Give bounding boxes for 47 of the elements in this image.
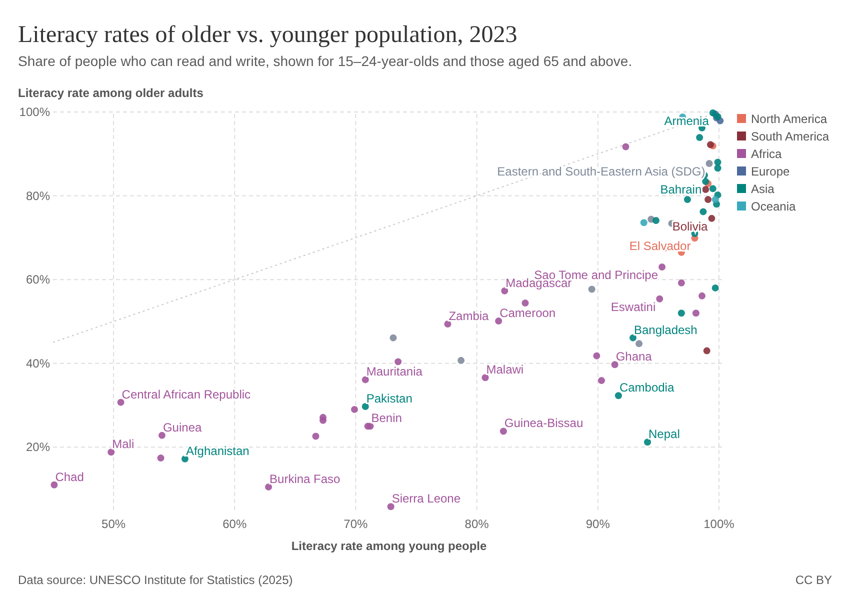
y-tick-label: 100% — [19, 105, 50, 119]
annotation: Mauritania — [366, 364, 423, 379]
annotation: Burkina Faso — [270, 472, 341, 486]
x-axis-title: Literacy rate among young people — [291, 539, 488, 553]
annotation: Bangladesh — [634, 322, 698, 337]
annotation: El Salvador — [629, 239, 691, 254]
legend-label: Oceania — [751, 200, 796, 214]
x-tick-label: 60% — [222, 517, 247, 531]
chart-title: Literacy rates of older vs. younger population, 2023 — [18, 22, 518, 48]
annotation: Eastern and South-Eastern Asia (SDG) — [497, 164, 706, 179]
y-tick-label: 20% — [26, 440, 50, 454]
x-tick-label: 70% — [344, 517, 368, 531]
y-tick-label: 40% — [26, 356, 50, 370]
x-tick-label: 50% — [102, 517, 126, 531]
x-tick-label: 100% — [704, 517, 735, 531]
annotation: Eswatini — [610, 300, 656, 314]
y-axis-title: Literacy rate among older adults — [18, 86, 204, 100]
annotation: Guinea — [162, 420, 202, 434]
annotation: Chad — [55, 470, 84, 484]
y-tick-label: 60% — [26, 272, 50, 287]
annotation: Benin — [371, 411, 402, 426]
annotation: Bahrain — [660, 182, 702, 197]
annotation: Afghanistan — [186, 444, 250, 458]
annotation: Cameroon — [500, 306, 556, 320]
source-note: Data source: UNESCO Institute for Statistics (2025) — [18, 573, 293, 587]
legend-label: South America — [751, 130, 830, 144]
x-tick-label: 80% — [464, 517, 490, 531]
legend-label: Africa — [751, 147, 782, 161]
chart-subtitle: Share of people who can read and write, shown for 15–24-year-olds and those aged 65 and above. — [18, 53, 632, 69]
x-tick-label: 90% — [586, 517, 610, 531]
annotation: Malawi — [486, 362, 524, 377]
annotation: Zambia — [448, 308, 490, 323]
text: CC BY — [795, 573, 832, 587]
annotation: Pakistan — [366, 392, 412, 406]
legend-label: Asia — [751, 182, 775, 196]
annotation: Mali — [112, 437, 134, 452]
y-tick-label: 80% — [26, 188, 50, 203]
legend-label: Europe — [751, 164, 790, 178]
annotation: Cambodia — [619, 380, 674, 395]
annotation: Armenia — [664, 114, 710, 128]
annotation: Guinea-Bissau — [504, 416, 584, 430]
annotation: Nepal — [648, 427, 680, 442]
annotation: Central African Republic — [122, 387, 251, 402]
annotation: Sierra Leone — [392, 492, 461, 506]
annotation: Bolivia — [672, 219, 708, 234]
legend-label: North America — [751, 112, 828, 126]
annotation: Ghana — [616, 350, 652, 364]
